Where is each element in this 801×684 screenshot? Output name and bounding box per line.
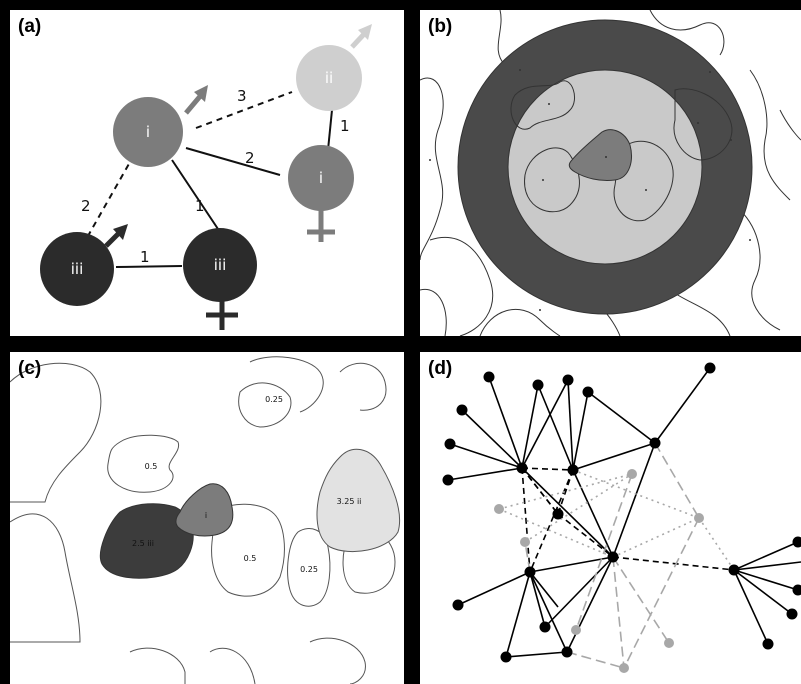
patch-2-5-iii bbox=[100, 503, 194, 579]
edge-label-3: 3 bbox=[237, 87, 247, 105]
edge-label-1-top: 1 bbox=[340, 117, 350, 135]
female-symbol-icon bbox=[307, 206, 335, 242]
background-home-ranges bbox=[10, 356, 396, 684]
patch-label: i bbox=[205, 511, 207, 520]
weighted-overlap-diagram: 0.25 0.5 3.25 ii 2.5 iii i 0.5 0.25 bbox=[10, 356, 401, 684]
node-i-female bbox=[288, 145, 354, 211]
panel-c-label: (c) bbox=[18, 358, 42, 379]
node-label: i bbox=[146, 123, 150, 141]
patch-0-5-right bbox=[211, 503, 285, 597]
neighbor-home-ranges bbox=[510, 80, 733, 222]
home-range-centroids bbox=[429, 69, 751, 311]
panel-d-label: (d) bbox=[428, 358, 453, 379]
network-solid-edges bbox=[447, 367, 801, 658]
node-label: iii bbox=[71, 260, 84, 278]
patch-label: 0.5 bbox=[244, 554, 257, 563]
patch-3-25-ii bbox=[316, 448, 401, 553]
panel-d: (d) bbox=[420, 352, 801, 684]
patch-label: 3.25 ii bbox=[337, 497, 362, 506]
node-label: iii bbox=[214, 256, 227, 274]
sex-network-diagram: 3 1 2 2 1 1 bbox=[40, 24, 372, 330]
grey-nodes bbox=[494, 469, 704, 673]
patch-label: 0.5 bbox=[145, 462, 158, 471]
edge-label-2-right: 2 bbox=[245, 149, 255, 167]
edge-label-1-bottom: 1 bbox=[140, 248, 150, 266]
patch-label: 0.25 bbox=[265, 395, 283, 404]
edge-label-1-mid: 1 bbox=[195, 197, 205, 215]
panel-b-label: (b) bbox=[428, 16, 453, 37]
patch-label: 2.5 iii bbox=[132, 539, 154, 548]
patch-label: 0.25 bbox=[300, 565, 318, 574]
panel-a-label: (a) bbox=[18, 16, 42, 37]
focal-home-range bbox=[568, 129, 632, 181]
patch-0-5-top bbox=[107, 434, 180, 493]
patch-i-focal bbox=[175, 483, 234, 537]
node-ii-male bbox=[296, 45, 362, 111]
home-range-buffer-diagram bbox=[420, 10, 801, 336]
edge-ii-i bbox=[327, 109, 333, 151]
node-iii-male bbox=[40, 232, 114, 306]
edge-i-iii-bottom bbox=[171, 159, 221, 233]
male-symbol-icon bbox=[184, 85, 208, 115]
node-iii-female bbox=[183, 228, 257, 302]
edge-iii-iii bbox=[115, 265, 183, 268]
edge-i-i bbox=[185, 147, 281, 176]
panel-c: 0.25 0.5 3.25 ii 2.5 iii i 0.5 0.25 (c) bbox=[10, 352, 404, 684]
node-i-male bbox=[113, 97, 183, 167]
node-label: ii bbox=[325, 69, 333, 87]
panel-a: (a) 3 1 2 2 1 1 bbox=[10, 10, 404, 336]
panel-b: (b) bbox=[420, 10, 801, 336]
network-grey-dotted-edges bbox=[498, 469, 735, 571]
network-dashed-edges bbox=[521, 467, 735, 573]
male-symbol-icon bbox=[350, 24, 372, 49]
edge-label-2-left: 2 bbox=[81, 197, 91, 215]
network-grey-dashed-edges bbox=[524, 442, 700, 669]
social-network-graph bbox=[442, 362, 801, 673]
male-symbol-icon bbox=[104, 224, 128, 248]
node-label: i bbox=[319, 169, 323, 187]
black-nodes bbox=[442, 362, 801, 663]
